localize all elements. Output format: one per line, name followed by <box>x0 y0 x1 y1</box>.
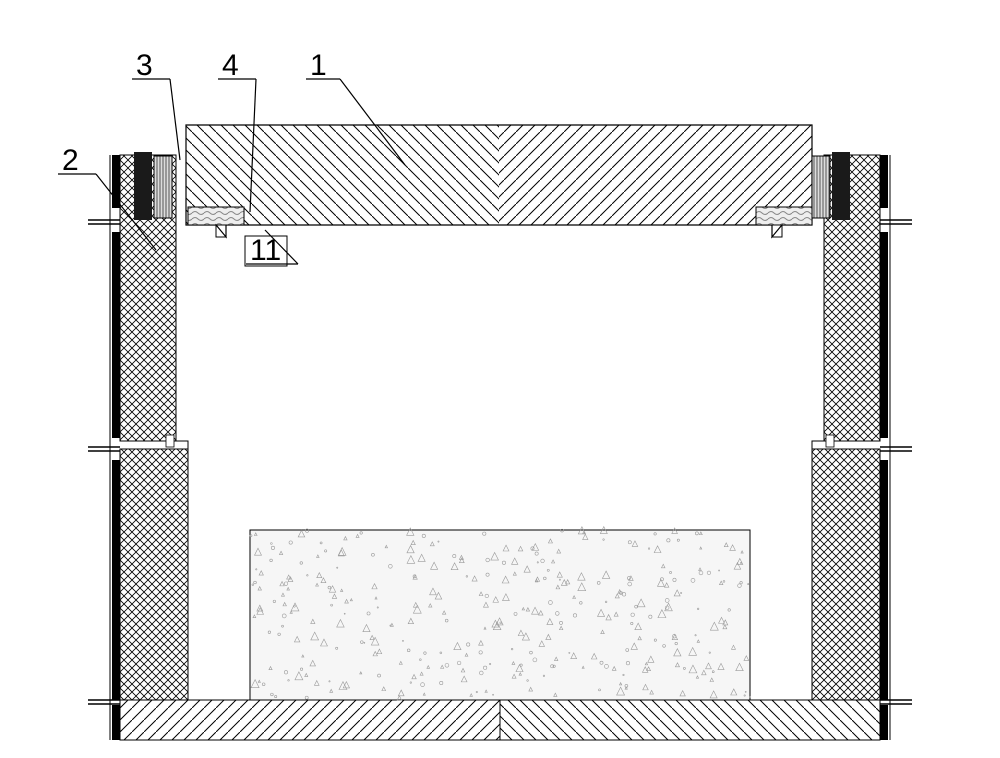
side-wall-lower <box>812 449 880 700</box>
inner-notch-left <box>216 225 226 237</box>
top-insert-outer <box>134 152 152 220</box>
top-insert-outer <box>832 152 850 220</box>
granular-bed <box>250 530 750 700</box>
side-wall-lower <box>120 449 188 700</box>
base-left <box>120 700 500 740</box>
outer-jacket <box>112 232 120 438</box>
outer-jacket <box>880 705 888 740</box>
wave-gasket <box>756 207 812 225</box>
callout-label: 3 <box>136 49 153 82</box>
outer-jacket <box>112 460 120 700</box>
seam-notch <box>826 435 834 447</box>
outer-jacket <box>112 705 120 740</box>
seam-notch <box>166 435 174 447</box>
callout-3: 3 <box>132 49 180 160</box>
base-right <box>500 700 880 740</box>
outer-jacket <box>880 232 888 438</box>
side-wall-step <box>176 441 188 449</box>
outer-jacket <box>880 460 888 700</box>
callout-label: 4 <box>222 49 239 82</box>
wave-gasket <box>188 207 244 225</box>
callout-label: 11 <box>250 234 281 267</box>
inner-notch-right <box>772 225 782 237</box>
top-insert-inner <box>812 156 830 218</box>
top-insert-inner <box>154 156 172 218</box>
callout-label: 1 <box>310 49 327 82</box>
side-wall-step <box>812 441 824 449</box>
callout-11: 11 <box>245 230 298 267</box>
callout-label: 2 <box>62 144 79 177</box>
outer-jacket <box>880 155 888 208</box>
